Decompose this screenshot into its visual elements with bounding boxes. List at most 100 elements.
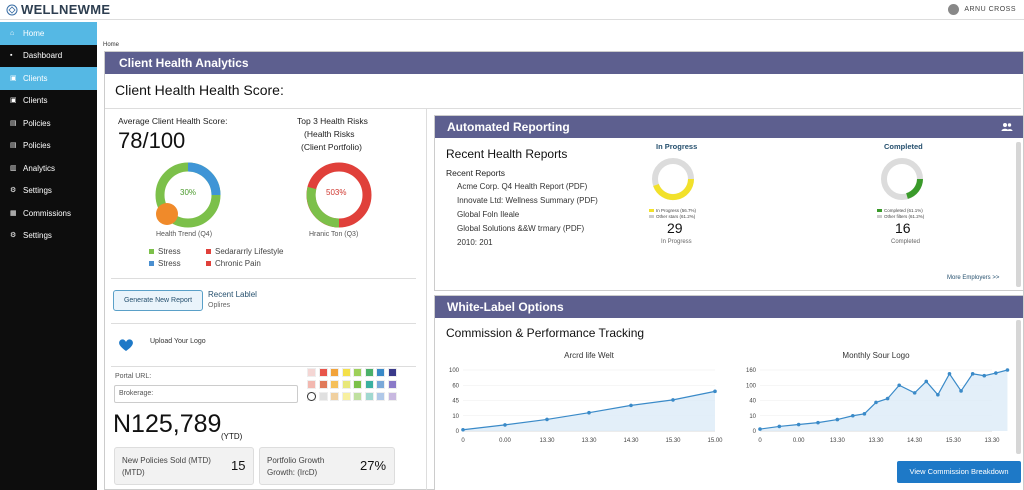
color-swatch[interactable] [364,380,374,389]
in-progress-legend: In Progress (56.7%) Other stars (61.2%) [649,208,696,220]
completed-donut [881,158,923,200]
data-point [461,427,465,432]
data-point [994,371,998,375]
x-tick-label: 0.00 [499,438,511,444]
completed-legend: Completed (61.1%) Other filters (61.2%) [877,208,924,220]
data-point [816,420,820,425]
data-point [936,392,940,397]
color-swatch[interactable] [387,392,397,401]
users-icon[interactable] [1001,122,1013,132]
data-point [970,372,975,376]
report-item[interactable]: Innovate Ltd: Wellness Summary (PDF) [457,196,598,205]
color-swatch[interactable] [330,380,339,389]
heart-icon[interactable] [117,336,135,354]
report-item[interactable]: Global Foln Ileale [457,210,520,219]
color-palette[interactable] [307,368,402,416]
kpi-value: 27% [360,458,387,473]
sidebar-item-label: Analytics [23,163,56,173]
color-swatch[interactable] [353,380,362,389]
color-swatch[interactable] [307,380,316,389]
avg-score-label: Average Client Health Score: [118,116,228,126]
generate-report-button[interactable]: Generate New Report [113,290,203,311]
kpi-label: Growth: (IrcD) [267,468,318,477]
sidebar-item-label: Policies [23,118,51,128]
data-point [897,383,901,388]
in-progress-caption: In Progress [661,239,692,245]
y-tick-label: 0 [753,429,757,435]
sidebar-item-clients[interactable]: ▣ Clients [0,90,97,113]
data-point [777,424,782,429]
legend-item: Other stars (61.2%) [649,214,696,220]
color-swatch[interactable] [318,368,328,377]
divider [111,366,416,367]
x-tick-label: 13.30 [539,438,555,444]
home-icon: ⌂ [10,29,15,37]
color-swatch[interactable] [318,380,328,389]
x-tick-label: 13.30 [868,438,884,444]
completed-count: 16 [895,220,911,236]
automated-reporting-card: Automated Reporting Recent Health Report… [434,115,1024,291]
color-swatch[interactable] [353,392,362,401]
donut2-caption: Hranic Ton (Q3) [309,231,359,238]
color-swatch[interactable] [364,392,374,401]
report-item[interactable]: 2010: 201 [457,238,493,247]
sidebar-item-home[interactable]: ⌂ Home [0,22,97,45]
x-tick-label: 14.30 [907,438,923,444]
color-swatch[interactable] [330,392,339,401]
gear-icon: ⚙ [10,187,17,195]
color-swatch[interactable] [387,368,397,377]
color-swatch[interactable] [341,368,351,377]
upload-logo-label[interactable]: Upload Your Logo [150,338,206,345]
y-tick-label: 40 [749,399,756,405]
sidebar-item-label: Settings [23,231,52,241]
series-area [760,370,1008,431]
color-swatch[interactable] [330,368,339,377]
x-tick-label: 15.30 [946,438,962,444]
risks-sub1: (Health Risks [304,129,355,139]
color-swatch[interactable] [353,368,362,377]
breadcrumb[interactable]: Home [103,42,120,48]
avatar[interactable] [948,4,960,15]
data-point [947,372,952,376]
sidebar-item-dashboard[interactable]: ▪ Dashboard [0,45,97,68]
data-point [671,398,675,402]
clients-icon: ▣ [10,97,17,105]
report-item[interactable]: Acme Corp. Q4 Health Report (PDF) [457,182,588,191]
sidebar-item-policies[interactable]: ▤ Policies [0,112,97,135]
legend-swatch-red [206,261,211,266]
sidebar-item-commissions[interactable]: ▦ Commissions [0,202,97,225]
color-swatch[interactable] [341,380,351,389]
color-swatch[interactable] [307,368,316,377]
data-point [982,373,987,378]
color-swatch[interactable] [341,392,351,401]
x-tick-label: 0 [758,438,762,444]
report-item[interactable]: Global Solutions &&W trmary (PDF) [457,224,585,233]
scrollbar[interactable] [1016,320,1021,454]
more-employers-link[interactable]: More Employers >> [947,275,1000,281]
color-swatch[interactable] [387,380,397,389]
scrollbar[interactable] [1016,142,1021,287]
app-logo[interactable]: WELLNEWME [6,2,110,17]
color-swatch[interactable] [318,392,328,401]
color-picker-circle[interactable] [307,392,316,401]
sidebar-item-policies[interactable]: ▤ Policies [0,135,97,158]
sidebar-item-settings[interactable]: ⚙ Settings [0,225,97,248]
data-point [629,403,633,408]
y-tick-label: 100 [449,368,460,374]
sidebar-item-clients[interactable]: ▣ Clients [0,67,97,90]
color-swatch[interactable] [376,368,385,377]
policies-icon: ▤ [10,119,17,127]
sidebar-item-settings[interactable]: ⚙ Settings [0,180,97,203]
view-commission-button[interactable]: View Commission Breakdown [897,461,1021,483]
brokerage-input[interactable]: Brokerage: [114,385,298,403]
legend-swatch-red [206,249,211,254]
recent-label[interactable]: Recent Lablel [208,290,257,299]
color-swatch[interactable] [376,380,385,389]
user-menu[interactable]: ARNU CROSS [948,4,1016,15]
chart-title: Arcrd life Welt [564,351,614,360]
health-risk-donut [306,162,372,228]
color-swatch[interactable] [364,368,374,377]
analytics-icon: ▥ [10,164,17,172]
color-swatch[interactable] [376,392,385,401]
sidebar-item-analytics[interactable]: ▥ Analytics [0,157,97,180]
